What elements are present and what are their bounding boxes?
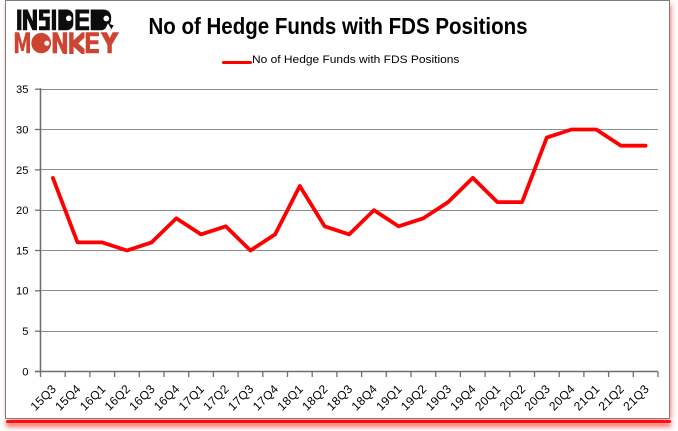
svg-text:19Q2: 19Q2 [398, 382, 430, 414]
svg-text:20Q1: 20Q1 [472, 382, 504, 414]
svg-text:20Q4: 20Q4 [546, 382, 578, 414]
svg-text:17Q3: 17Q3 [225, 382, 257, 414]
svg-text:19Q3: 19Q3 [423, 382, 455, 414]
svg-text:20Q2: 20Q2 [497, 382, 529, 414]
svg-text:10: 10 [16, 286, 28, 298]
svg-text:21Q2: 21Q2 [596, 382, 628, 414]
svg-text:0: 0 [22, 366, 28, 378]
svg-text:17Q2: 17Q2 [200, 382, 232, 414]
svg-text:16Q2: 16Q2 [102, 382, 134, 414]
svg-text:18Q1: 18Q1 [275, 382, 307, 414]
svg-text:20Q3: 20Q3 [522, 382, 554, 414]
svg-text:18Q3: 18Q3 [324, 382, 356, 414]
svg-text:16Q1: 16Q1 [77, 382, 109, 414]
svg-text:19Q1: 19Q1 [373, 382, 405, 414]
svg-text:5: 5 [22, 326, 28, 338]
svg-text:20: 20 [16, 205, 28, 217]
svg-text:21Q3: 21Q3 [620, 382, 652, 414]
svg-text:35: 35 [16, 84, 28, 96]
svg-text:16Q3: 16Q3 [126, 382, 158, 414]
svg-text:17Q4: 17Q4 [250, 382, 282, 414]
svg-text:30: 30 [16, 124, 28, 136]
svg-text:15Q4: 15Q4 [52, 382, 84, 414]
svg-text:15Q3: 15Q3 [28, 382, 60, 414]
svg-text:19Q4: 19Q4 [447, 382, 479, 414]
svg-text:18Q2: 18Q2 [299, 382, 331, 414]
svg-text:17Q1: 17Q1 [176, 382, 208, 414]
svg-text:25: 25 [16, 165, 28, 177]
svg-text:16Q4: 16Q4 [151, 382, 183, 414]
svg-text:18Q4: 18Q4 [349, 382, 381, 414]
svg-text:21Q1: 21Q1 [571, 382, 603, 414]
svg-text:15: 15 [16, 245, 28, 257]
